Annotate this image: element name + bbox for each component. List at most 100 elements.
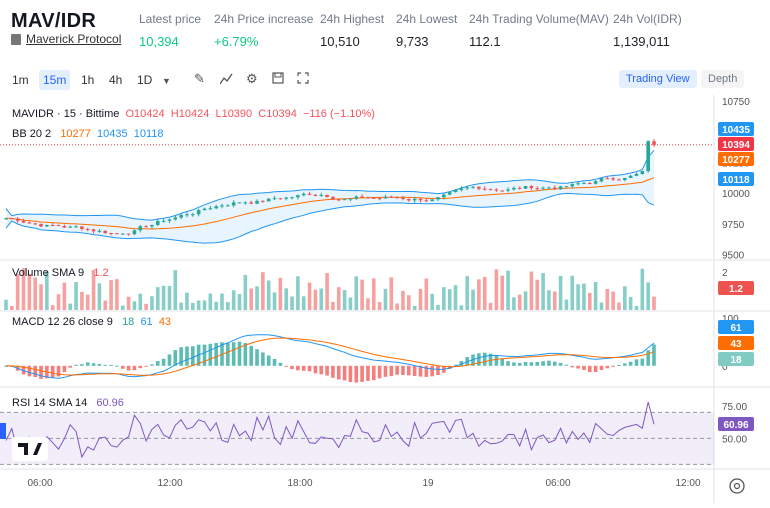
save-icon[interactable] bbox=[272, 72, 284, 84]
macd-histogram-bar bbox=[68, 365, 73, 368]
rsi-legend: RSI 14 SMA 14 60.96 bbox=[12, 397, 124, 409]
volume-bar bbox=[243, 274, 248, 310]
price-tag-label: 10394 bbox=[722, 140, 750, 151]
candle-body bbox=[360, 196, 364, 198]
candle-body bbox=[155, 221, 160, 225]
candle-body bbox=[348, 198, 353, 200]
timeframe-4h[interactable]: 4h bbox=[109, 73, 123, 87]
rsi-label: RSI 14 SMA 14 bbox=[12, 397, 88, 409]
candle-body bbox=[301, 193, 306, 196]
candle-body bbox=[541, 187, 545, 189]
volume-bar bbox=[623, 286, 627, 310]
timeframe-1m[interactable]: 1m bbox=[12, 73, 29, 87]
chevron-down-icon[interactable]: ▼ bbox=[162, 76, 171, 86]
indicators-icon[interactable] bbox=[220, 73, 233, 85]
macd-label: MACD 12 26 close 9 bbox=[12, 316, 113, 328]
macd-histogram-bar bbox=[126, 365, 131, 371]
candle-body bbox=[418, 198, 423, 201]
volume-bar bbox=[605, 288, 610, 310]
candle-body bbox=[325, 194, 329, 198]
macd-histogram-bar bbox=[214, 342, 218, 366]
macd-histogram-bar bbox=[208, 343, 213, 366]
candle-body bbox=[453, 189, 458, 193]
price-tag bbox=[718, 152, 754, 166]
pencil-draw-icon[interactable]: ✎ bbox=[194, 71, 205, 86]
macd-histogram-bar bbox=[336, 365, 341, 380]
macd-histogram-bar bbox=[91, 363, 96, 366]
chart-area[interactable]: 1075010500102501000097509500104351039410… bbox=[0, 95, 770, 503]
candle-body bbox=[261, 200, 265, 202]
macd-histogram-bar bbox=[366, 365, 370, 381]
tab-trading-view[interactable]: Trading View bbox=[619, 70, 697, 88]
volume-bar bbox=[395, 303, 399, 310]
volume-bar bbox=[214, 301, 218, 310]
volume-bar bbox=[173, 270, 178, 310]
macd-histogram-bar bbox=[628, 361, 633, 366]
macd-histogram-bar bbox=[389, 365, 394, 377]
timeframe-15m[interactable]: 15m bbox=[39, 70, 71, 90]
volume-bar bbox=[547, 290, 551, 310]
candle-body bbox=[272, 198, 277, 200]
volume-bar bbox=[587, 292, 592, 310]
volume-bar bbox=[10, 305, 14, 310]
candle-body bbox=[15, 218, 20, 221]
symbol-label: MAVIDR · 15 · Bittime bbox=[12, 108, 120, 120]
project-link[interactable]: Maverick Protocol bbox=[26, 32, 122, 46]
gear-icon[interactable]: ⚙ bbox=[246, 71, 258, 86]
candle-body bbox=[371, 197, 376, 199]
fullscreen-icon[interactable] bbox=[297, 72, 309, 84]
volume-bar bbox=[4, 299, 8, 310]
volume-bar bbox=[249, 288, 253, 310]
candle-body bbox=[313, 194, 318, 196]
volume-bar bbox=[126, 296, 131, 310]
volume-bar bbox=[377, 302, 382, 310]
macd-tag-label: 18 bbox=[730, 355, 742, 366]
tab-depth[interactable]: Depth bbox=[701, 70, 745, 88]
volume-bar bbox=[307, 282, 312, 310]
candle-body bbox=[447, 192, 452, 195]
volume-bar bbox=[371, 278, 376, 310]
price-tag bbox=[718, 172, 754, 186]
candle-body bbox=[126, 233, 131, 235]
volume-bar bbox=[558, 275, 563, 310]
macd-histogram-bar bbox=[506, 361, 510, 366]
timeframe-1d[interactable]: 1D bbox=[137, 73, 153, 87]
macd-histogram-bar bbox=[191, 346, 195, 366]
macd-histogram-bar bbox=[80, 364, 84, 366]
candle-body bbox=[552, 187, 557, 190]
candle-body bbox=[85, 228, 90, 230]
candle-body bbox=[623, 177, 627, 181]
volume-bar bbox=[91, 269, 96, 310]
candle-body bbox=[237, 202, 242, 204]
time-tick-label: 18:00 bbox=[287, 478, 312, 489]
volume-bar bbox=[15, 274, 20, 310]
macd-signal-value: 43 bbox=[158, 316, 172, 328]
timeframe-1h[interactable]: 1h bbox=[81, 73, 95, 87]
candle-body bbox=[243, 202, 248, 204]
stat-highest: 24h Highest 10,510 bbox=[320, 12, 384, 49]
trading-chart[interactable]: 1075010500102501000097509500104351039410… bbox=[0, 95, 770, 503]
volume-bar bbox=[109, 280, 113, 310]
volume-bar bbox=[62, 282, 67, 310]
candle-body bbox=[39, 223, 43, 227]
candle-body bbox=[115, 233, 119, 235]
time-tick-label: 06:00 bbox=[545, 478, 570, 489]
macd-histogram-bar bbox=[640, 358, 645, 366]
volume-bar bbox=[436, 304, 440, 310]
rsi-tag-label: 60.96 bbox=[723, 420, 748, 431]
volume-bar bbox=[430, 293, 434, 310]
volume-bar bbox=[564, 299, 569, 310]
candle-body bbox=[179, 214, 183, 218]
macd-histogram-bar bbox=[33, 365, 37, 378]
candle-body bbox=[494, 189, 499, 191]
volume-bar bbox=[132, 301, 137, 310]
volume-bar bbox=[266, 280, 271, 310]
candle-body bbox=[249, 202, 253, 204]
tradingview-logo-mark bbox=[18, 443, 42, 455]
macd-histogram-bar bbox=[494, 355, 499, 366]
volume-bar bbox=[366, 298, 370, 310]
project-link-row[interactable]: Maverick Protocol bbox=[11, 32, 121, 46]
volume-bar bbox=[191, 302, 195, 310]
candle-body bbox=[482, 188, 487, 190]
macd-histogram-bar bbox=[453, 364, 458, 366]
